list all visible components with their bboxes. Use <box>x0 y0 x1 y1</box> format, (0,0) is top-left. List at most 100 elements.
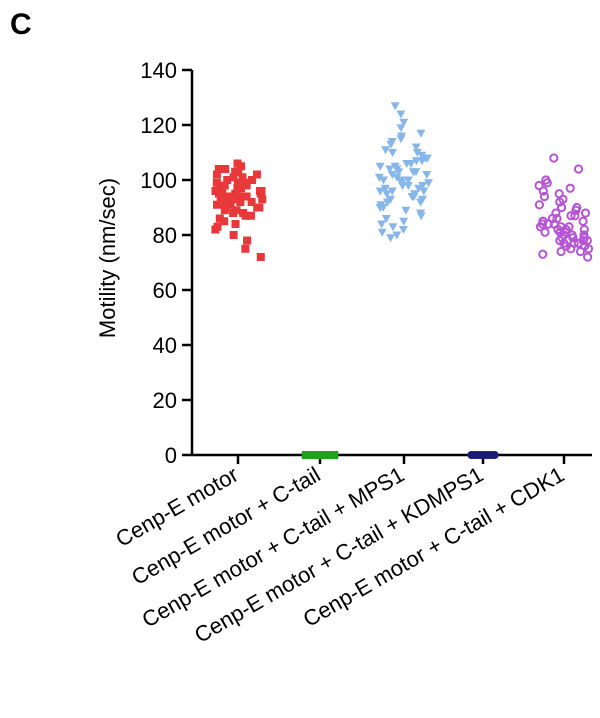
data-point <box>385 165 395 174</box>
data-point <box>387 187 397 196</box>
data-point <box>221 165 230 173</box>
data-point <box>414 184 424 193</box>
data-point <box>330 451 339 459</box>
data-point <box>377 220 387 229</box>
y-tick-label: 140 <box>140 58 177 83</box>
data-point <box>538 249 548 259</box>
chart-marks <box>211 102 594 459</box>
data-point <box>566 244 576 254</box>
data-point <box>234 167 243 176</box>
data-point <box>256 189 265 198</box>
data-point <box>378 176 388 185</box>
data-point <box>396 135 406 144</box>
data-point <box>375 204 385 212</box>
y-tick-label: 60 <box>153 278 177 303</box>
data-point <box>381 146 391 155</box>
data-point <box>411 157 421 166</box>
data-point <box>374 173 384 182</box>
data-point <box>382 198 392 207</box>
data-point <box>539 191 550 202</box>
data-point <box>396 124 406 133</box>
data-point <box>386 140 396 149</box>
data-point <box>212 200 221 209</box>
y-tick-label: 20 <box>153 388 177 413</box>
data-point <box>252 170 261 179</box>
data-point <box>490 451 499 459</box>
data-point <box>568 233 578 243</box>
data-point <box>381 215 391 223</box>
data-point <box>556 246 566 257</box>
data-point <box>579 224 589 235</box>
data-point <box>253 203 262 212</box>
data-point <box>258 195 267 204</box>
data-point <box>237 162 246 171</box>
data-point <box>543 219 553 229</box>
data-point <box>256 253 265 261</box>
data-point <box>241 211 250 220</box>
data-point <box>226 200 235 209</box>
data-point <box>248 176 257 184</box>
data-point <box>416 198 426 207</box>
y-axis-title: Motility (nm/sec) <box>95 178 120 338</box>
data-point <box>243 236 252 245</box>
data-point <box>229 173 238 182</box>
data-point <box>401 206 411 215</box>
data-point <box>233 178 242 187</box>
data-point <box>233 184 242 193</box>
data-point <box>242 181 251 190</box>
data-point <box>388 223 398 232</box>
data-point <box>571 205 581 215</box>
data-point <box>411 168 421 177</box>
data-point <box>231 195 240 204</box>
data-point <box>242 192 251 201</box>
data-point <box>542 178 552 188</box>
data-point <box>388 149 398 157</box>
data-point <box>412 149 422 157</box>
data-point <box>424 179 434 188</box>
data-point <box>380 184 390 193</box>
data-point <box>418 182 428 190</box>
data-point <box>377 228 387 237</box>
data-point <box>555 197 565 207</box>
data-point <box>220 217 229 226</box>
data-point <box>394 168 404 177</box>
data-point <box>534 200 545 210</box>
data-point <box>236 198 245 206</box>
data-point <box>538 186 548 196</box>
y-tick-label: 0 <box>165 443 177 468</box>
data-point <box>238 173 247 182</box>
data-point <box>540 227 550 237</box>
data-point <box>399 217 409 226</box>
data-point <box>580 208 591 218</box>
data-point <box>534 180 544 191</box>
data-point <box>407 193 417 201</box>
data-point <box>573 164 584 174</box>
data-point <box>382 190 392 199</box>
data-point <box>419 187 429 196</box>
data-point <box>229 231 238 239</box>
data-point <box>387 171 397 179</box>
data-point <box>417 157 427 166</box>
y-tick-label: 100 <box>140 168 177 193</box>
data-point <box>241 244 250 253</box>
data-point <box>247 198 256 206</box>
data-point <box>212 178 221 187</box>
data-point <box>583 252 593 262</box>
data-point <box>396 110 406 119</box>
data-point <box>392 173 402 182</box>
data-point <box>375 187 385 196</box>
data-point <box>211 225 220 234</box>
data-point <box>566 211 576 221</box>
data-point <box>583 244 594 254</box>
data-point <box>556 202 567 213</box>
data-point <box>565 183 575 193</box>
data-point <box>399 118 409 127</box>
data-point <box>212 170 221 179</box>
data-point <box>229 209 238 217</box>
data-point <box>215 214 224 223</box>
data-point <box>375 162 385 171</box>
data-point <box>217 184 226 193</box>
data-point <box>578 216 588 226</box>
